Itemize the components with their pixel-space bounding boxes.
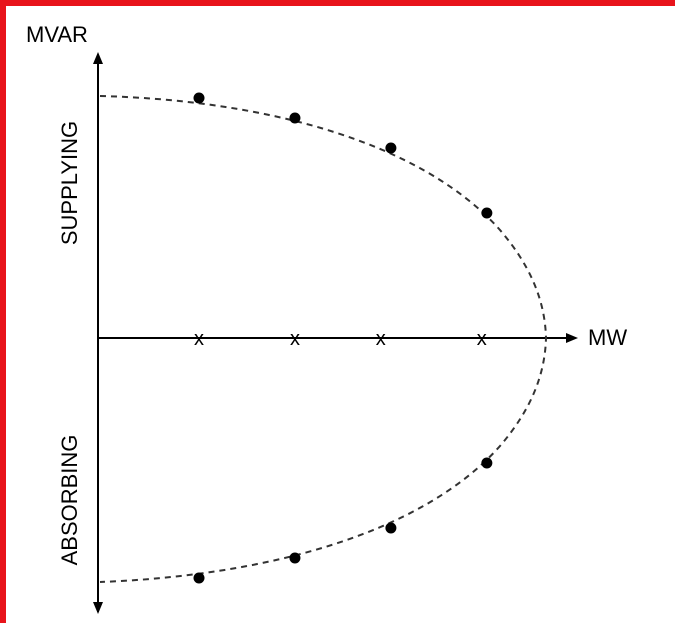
absorbing-region-label: ABSORBING [57, 435, 82, 566]
x-axis-arrow [566, 333, 578, 343]
axis-x-mark-2: x [290, 328, 300, 350]
capability-curve [99, 95, 548, 583]
y-axis-arrow-down [93, 602, 103, 614]
axis-x-mark-4: x [477, 328, 487, 350]
absorbing-point-2 [289, 552, 301, 564]
y-axis-label: MVAR [26, 22, 88, 47]
supplying-point-2 [289, 112, 301, 124]
supplying-point-3 [385, 142, 397, 154]
supplying-point-1 [193, 92, 205, 104]
supplying-point-4 [481, 207, 493, 219]
supplying-region-label: SUPPLYING [57, 121, 82, 245]
axis-x-mark-1: x [194, 328, 204, 350]
axis-x-mark-3: x [376, 328, 386, 350]
x-axis-label: MW [588, 325, 627, 350]
absorbing-point-3 [385, 522, 397, 534]
y-axis-arrow-up [93, 52, 103, 64]
frame-left-border [0, 0, 6, 623]
absorbing-point-4 [481, 457, 493, 469]
absorbing-point-1 [193, 572, 205, 584]
frame-top-border [0, 0, 675, 6]
